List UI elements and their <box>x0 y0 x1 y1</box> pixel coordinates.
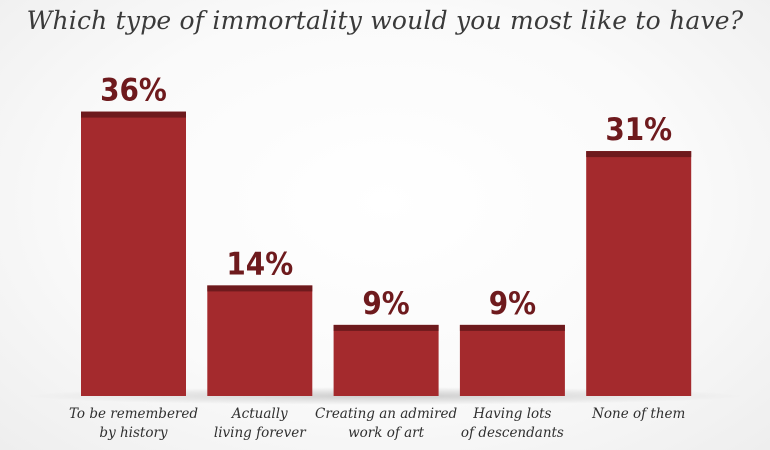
bar-1 <box>207 285 313 396</box>
category-label: To be remembered by history <box>69 406 198 441</box>
category-label-line: Actually <box>230 406 288 422</box>
category-label: Having lots of descendants <box>461 406 564 441</box>
bar-value-label: 36% <box>100 73 167 109</box>
value-labels: 36% 14% 9% 9% 31% <box>100 73 672 322</box>
category-label-line: by history <box>99 425 168 441</box>
bar-cap-0 <box>81 111 186 118</box>
category-label: Creating an admired work of art <box>315 406 457 441</box>
category-label-line: To be remembered <box>69 406 198 422</box>
bar-value-label: 9% <box>489 286 536 322</box>
category-label-line: living forever <box>214 425 307 441</box>
bar-value-label: 14% <box>226 246 293 282</box>
category-label-line: Having lots <box>472 406 551 422</box>
bar-cap-2 <box>333 324 439 331</box>
bar-cap-1 <box>207 285 313 292</box>
bar-0 <box>81 111 186 396</box>
bar-3 <box>459 324 565 396</box>
bar-cap-4 <box>586 151 692 158</box>
bars <box>81 111 692 396</box>
category-label-line: work of art <box>348 425 425 441</box>
category-label-line: None of them <box>591 406 685 422</box>
category-label-line: of descendants <box>461 425 564 441</box>
bar-value-label: 31% <box>605 112 672 148</box>
bar-value-label: 9% <box>362 286 409 322</box>
category-label: None of them <box>591 406 685 422</box>
bar-2 <box>333 324 439 396</box>
bar-cap-3 <box>459 324 565 331</box>
bar-4 <box>586 151 692 396</box>
chart-title: Which type of immortality would you most… <box>26 6 744 35</box>
category-labels: To be remembered by history Actually living… <box>69 406 685 441</box>
category-label-line: Creating an admired <box>315 406 457 422</box>
category-label: Actually living forever <box>214 406 307 441</box>
